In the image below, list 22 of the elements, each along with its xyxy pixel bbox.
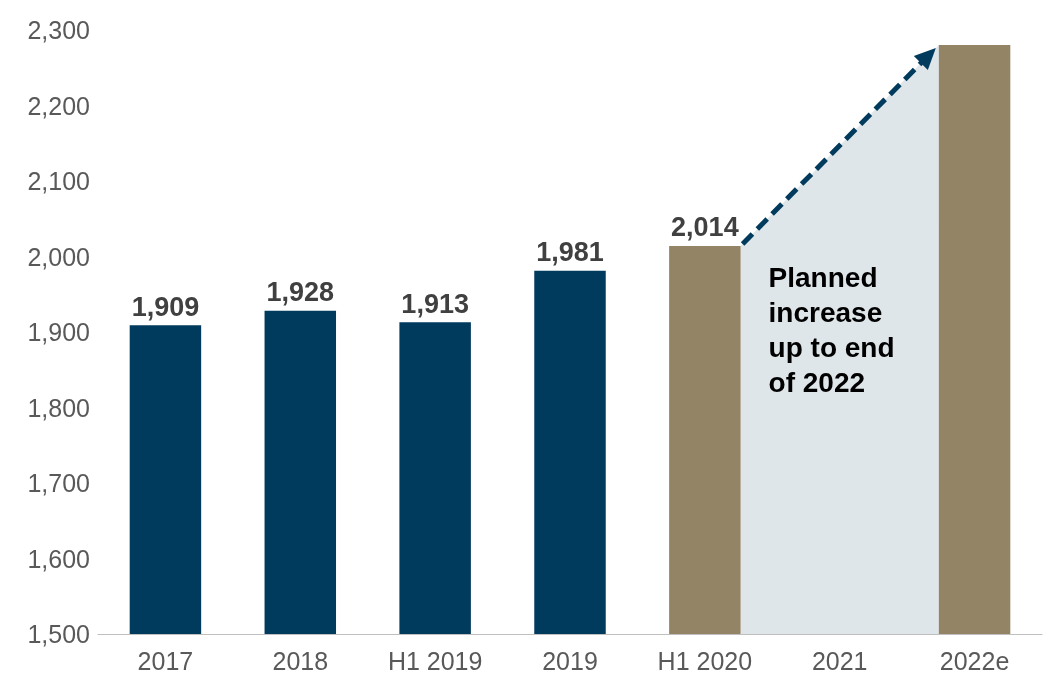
- y-tick-label: 1,500: [27, 620, 90, 648]
- y-tick-label: 1,900: [27, 318, 90, 346]
- data-label: 1,928: [266, 277, 335, 308]
- x-tick-label: 2018: [272, 646, 329, 675]
- y-tick-label: 2,000: [27, 242, 90, 271]
- y-tick-label: 1,800: [27, 393, 90, 422]
- x-tick-label: 2017: [137, 646, 194, 675]
- x-tick-label: 2019: [542, 646, 598, 675]
- data-label: 1,913: [401, 288, 469, 319]
- x-tick-label: 2021: [811, 646, 868, 675]
- annotation: Planned increase up to end of 2022: [768, 260, 896, 400]
- x-tick-label: H1 2020: [657, 646, 753, 675]
- y-tick-label: 2,200: [27, 91, 90, 120]
- y-tick-label: 2,300: [27, 16, 90, 44]
- y-tick-label: 1,600: [27, 544, 90, 573]
- data-label: 1,909: [131, 291, 200, 322]
- y-tick-label: 2,100: [27, 167, 90, 195]
- x-tick-label: 2022e: [939, 646, 1010, 675]
- data-label: 2,014: [671, 212, 739, 243]
- x-tick-label: H1 2019: [387, 646, 483, 675]
- y-tick-label: 1,700: [27, 469, 90, 497]
- data-label: 1,981: [536, 237, 604, 268]
